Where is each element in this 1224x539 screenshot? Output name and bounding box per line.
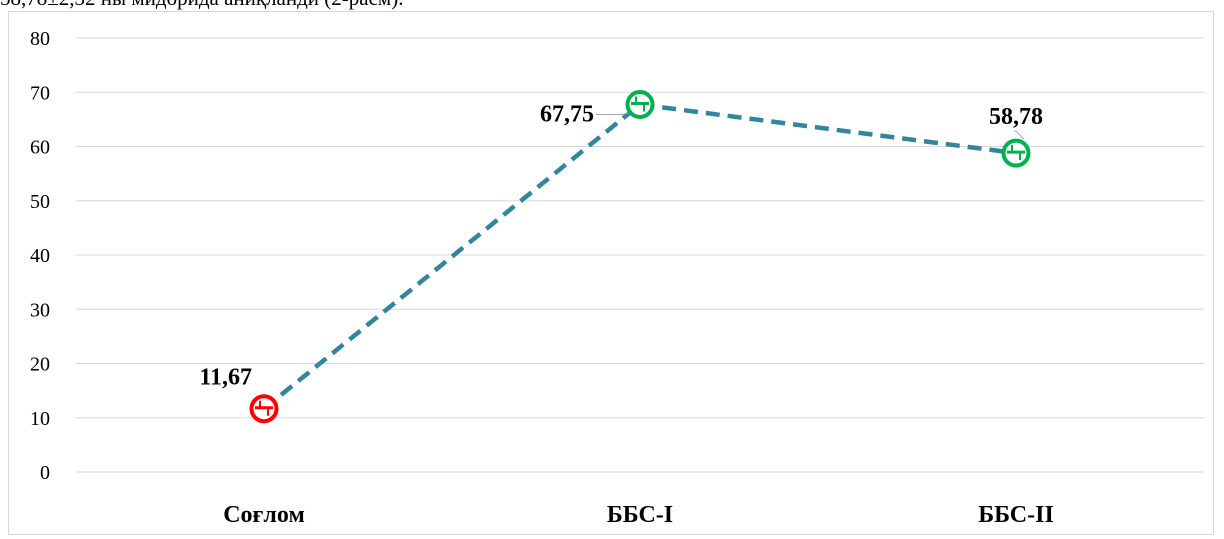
data-label: 58,78 (989, 104, 1043, 130)
y-tick-label: 40 (30, 245, 50, 267)
data-label: 11,67 (199, 365, 252, 391)
data-labels: 11,67 67,75 58,78 (199, 101, 1043, 390)
caption-text: 58,78±2,32 ны мидорида аниқланди (2-расм… (0, 0, 1224, 10)
chart-frame (8, 11, 1214, 535)
y-tick-label: 10 (30, 408, 50, 430)
y-tick-label: 80 (30, 28, 50, 50)
series-line-layer (262, 102, 1017, 411)
y-tick-label: 60 (30, 137, 50, 159)
y-tick-label: 20 (30, 354, 50, 376)
y-tick-label: 70 (30, 82, 50, 104)
series-line (262, 102, 1017, 411)
leader-line (1014, 130, 1025, 140)
y-tick-label: 0 (40, 462, 50, 484)
x-tick-label: Соғлом (223, 502, 305, 528)
x-axis-ticks: Соғлом ББС-I ББС-II (223, 502, 1054, 528)
data-point (249, 394, 279, 424)
label-leaders (596, 111, 1025, 140)
y-axis-ticks: 0 10 20 30 40 50 60 70 80 (30, 28, 50, 484)
data-point (1001, 138, 1031, 168)
y-tick-label: 30 (30, 299, 50, 321)
leader-line (596, 111, 631, 115)
x-tick-label: ББС-I (607, 502, 673, 528)
markers (249, 89, 1031, 424)
data-label: 67,75 (540, 101, 594, 127)
data-point (625, 89, 655, 119)
y-tick-label: 50 (30, 191, 50, 213)
x-tick-label: ББС-II (978, 502, 1054, 528)
